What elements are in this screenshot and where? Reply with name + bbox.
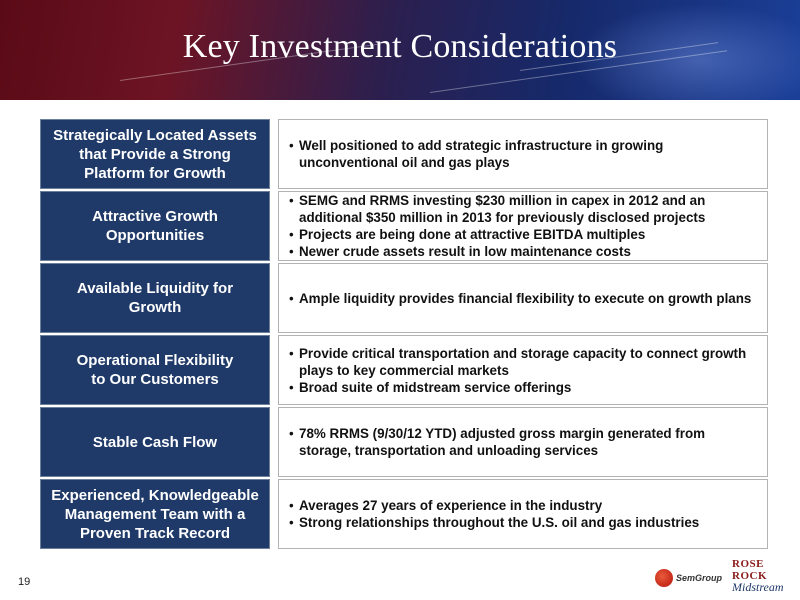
consideration-details: Ample liquidity provides financial flexi…	[278, 263, 768, 333]
consideration-row: Operational Flexibility to Our Customers…	[40, 335, 768, 405]
detail-bullet: Averages 27 years of experience in the i…	[289, 497, 759, 514]
consideration-label-box: Strategically Located Assets that Provid…	[40, 119, 270, 189]
consideration-label-box: Attractive Growth Opportunities	[40, 191, 270, 261]
consideration-label-box: Available Liquidity for Growth	[40, 263, 270, 333]
page-number: 19	[18, 576, 31, 588]
slide-header: Key Investment Considerations	[0, 0, 800, 100]
consideration-row: Attractive Growth Opportunities SEMG and …	[40, 191, 768, 261]
consideration-label: Strategically Located Assets that Provid…	[53, 126, 257, 182]
consideration-details: Well positioned to add strategic infrast…	[278, 119, 768, 189]
rose-rock-logo: ROSE ROCK Midstream	[732, 558, 792, 594]
detail-bullet: 78% RRMS (9/30/12 YTD) adjusted gross ma…	[289, 425, 759, 459]
consideration-row: Available Liquidity for Growth Ample liqu…	[40, 263, 768, 333]
consideration-row: Stable Cash Flow 78% RRMS (9/30/12 YTD) a…	[40, 407, 768, 477]
detail-bullet: Newer crude assets result in low mainten…	[289, 243, 759, 260]
consideration-label: Available Liquidity for Growth	[76, 280, 234, 316]
consideration-label: Attractive Growth Opportunities	[92, 208, 218, 244]
semgroup-mark-icon	[655, 569, 673, 587]
semgroup-logo: SemGroup	[655, 566, 725, 590]
detail-bullet: Broad suite of midstream service offerin…	[289, 379, 759, 396]
slide-title: Key Investment Considerations	[182, 28, 618, 65]
consideration-details: Averages 27 years of experience in the i…	[278, 479, 768, 549]
rose-rock-logo-line2: Midstream	[732, 580, 784, 594]
detail-bullet: Projects are being done at attractive EB…	[289, 226, 759, 243]
detail-bullet: Ample liquidity provides financial flexi…	[289, 290, 759, 307]
consideration-row: Strategically Located Assets that Provid…	[40, 119, 768, 189]
consideration-label: Operational Flexibility to Our Customers	[76, 352, 234, 388]
detail-bullet: Well positioned to add strategic infrast…	[289, 137, 759, 171]
consideration-row: Experienced, Knowledgeable Management Te…	[40, 479, 768, 549]
semgroup-logo-text: SemGroup	[676, 573, 723, 583]
consideration-details: Provide critical transportation and stor…	[278, 335, 768, 405]
consideration-label-box: Stable Cash Flow	[40, 407, 270, 477]
detail-bullet: Strong relationships throughout the U.S.…	[289, 514, 759, 531]
detail-bullet: SEMG and RRMS investing $230 million in …	[289, 192, 759, 226]
rose-rock-logo-line1: ROSE ROCK	[732, 558, 767, 582]
consideration-label: Experienced, Knowledgeable Management Te…	[51, 486, 259, 542]
consideration-details: 78% RRMS (9/30/12 YTD) adjusted gross ma…	[278, 407, 768, 477]
detail-bullet: Provide critical transportation and stor…	[289, 345, 759, 379]
consideration-details: SEMG and RRMS investing $230 million in …	[278, 191, 768, 261]
consideration-label: Stable Cash Flow	[92, 433, 218, 451]
consideration-label-box: Operational Flexibility to Our Customers	[40, 335, 270, 405]
consideration-label-box: Experienced, Knowledgeable Management Te…	[40, 479, 270, 549]
